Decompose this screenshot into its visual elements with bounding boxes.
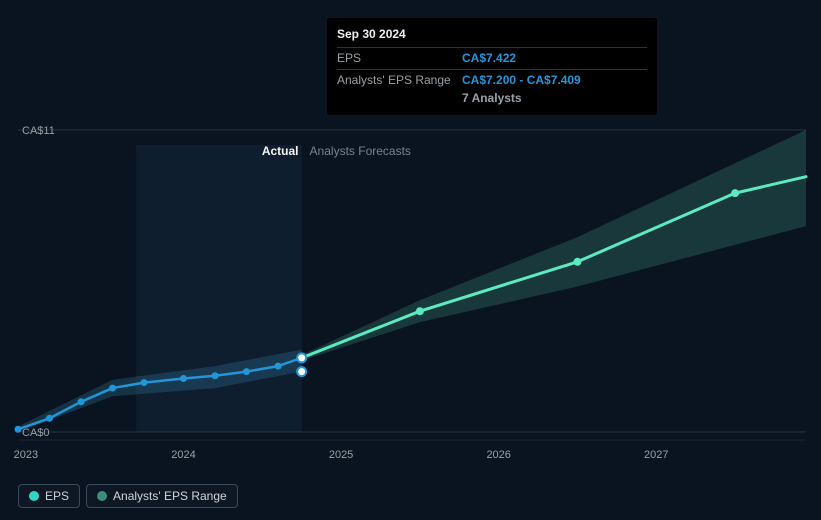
forecast-range-area bbox=[302, 130, 806, 361]
tooltip-row-label: Analysts' EPS Range bbox=[337, 72, 462, 89]
chart-legend: EPS Analysts' EPS Range bbox=[18, 484, 238, 508]
legend-item-range[interactable]: Analysts' EPS Range bbox=[86, 484, 238, 508]
actual-eps-point[interactable] bbox=[46, 415, 53, 422]
actual-eps-point[interactable] bbox=[275, 363, 282, 370]
actual-eps-point[interactable] bbox=[15, 426, 22, 433]
x-axis-label: 2024 bbox=[171, 449, 195, 461]
actual-eps-point[interactable] bbox=[212, 372, 219, 379]
tooltip-row: EPS CA$7.422 bbox=[337, 47, 647, 69]
region-label-actual: Actual bbox=[262, 144, 299, 158]
forecast-eps-point[interactable] bbox=[416, 307, 424, 315]
x-axis-label: 2026 bbox=[486, 449, 510, 461]
chart-tooltip: Sep 30 2024 EPS CA$7.422 Analysts' EPS R… bbox=[327, 18, 657, 115]
legend-swatch-icon bbox=[29, 491, 39, 501]
actual-eps-point[interactable] bbox=[78, 398, 85, 405]
forecast-eps-point[interactable] bbox=[731, 189, 739, 197]
legend-item-label: EPS bbox=[45, 489, 69, 503]
x-axis-label: 2027 bbox=[644, 449, 668, 461]
actual-eps-point[interactable] bbox=[109, 385, 116, 392]
tooltip-row: Analysts' EPS Range CA$7.200 - CA$7.409 bbox=[337, 69, 647, 91]
actual-eps-point[interactable] bbox=[141, 379, 148, 386]
forecast-eps-point[interactable] bbox=[573, 258, 581, 266]
chart-container: CA$11CA$020232024202520262027ActualAnaly… bbox=[0, 0, 821, 520]
x-axis-label: 2025 bbox=[329, 449, 353, 461]
tooltip-date: Sep 30 2024 bbox=[337, 26, 647, 47]
current-point-marker[interactable] bbox=[297, 353, 306, 362]
x-axis-label: 2023 bbox=[14, 449, 38, 461]
tooltip-row-value: CA$7.422 bbox=[462, 50, 516, 67]
actual-eps-point[interactable] bbox=[180, 375, 187, 382]
y-axis-label: CA$11 bbox=[22, 125, 55, 137]
tooltip-row-value: CA$7.200 - CA$7.409 bbox=[462, 72, 581, 89]
current-point-marker[interactable] bbox=[297, 367, 306, 376]
region-label-forecast: Analysts Forecasts bbox=[310, 144, 411, 158]
actual-eps-point[interactable] bbox=[243, 368, 250, 375]
legend-item-label: Analysts' EPS Range bbox=[113, 489, 227, 503]
legend-item-eps[interactable]: EPS bbox=[18, 484, 80, 508]
legend-swatch-icon bbox=[97, 491, 107, 501]
tooltip-row-label: EPS bbox=[337, 50, 462, 67]
tooltip-analyst-count: 7 Analysts bbox=[462, 90, 647, 107]
